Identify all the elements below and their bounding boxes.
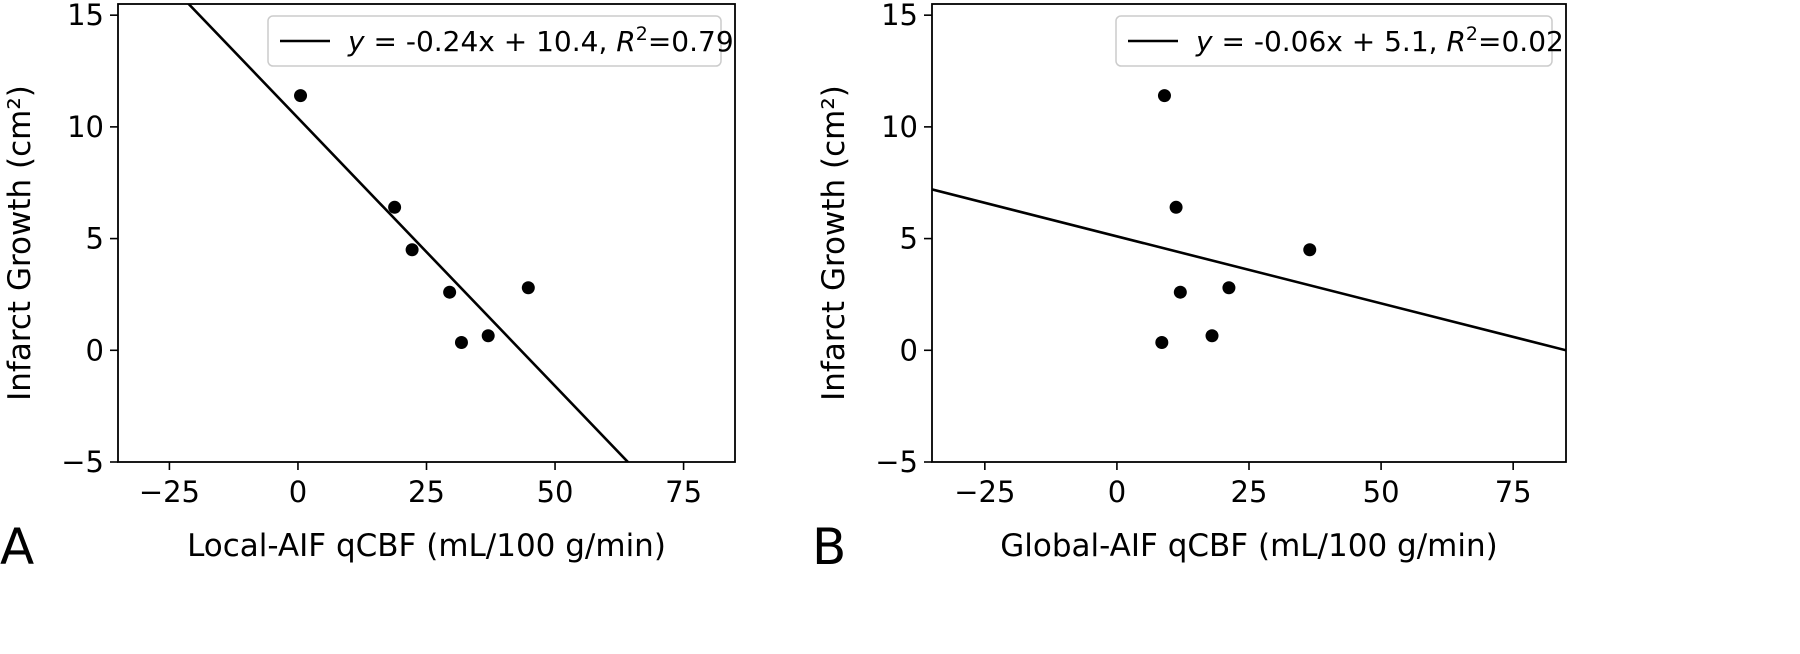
plot-frame — [931, 3, 1567, 463]
data-point — [1155, 335, 1169, 349]
fit-line — [186, 4, 630, 462]
y-tick-label: 5 — [900, 222, 918, 256]
plot-frame — [117, 3, 736, 463]
legend-r-symbol: R — [1446, 25, 1465, 58]
y-axis-label: Infarct Growth (cm²) — [816, 85, 852, 401]
y-tick-label: 10 — [881, 110, 918, 144]
y-tick-label: 5 — [86, 222, 104, 256]
legend-r2-superscript: 2 — [636, 23, 648, 45]
y-tick-label: 10 — [67, 110, 104, 144]
legend-box — [1115, 15, 1553, 67]
y-tick-label: 15 — [67, 0, 104, 32]
legend-box — [267, 15, 722, 67]
x-tick-label: 50 — [537, 475, 574, 509]
legend-r-symbol: R — [616, 25, 635, 58]
data-point — [1173, 285, 1187, 299]
y-tick-label: −5 — [61, 445, 104, 479]
x-tick-label: −25 — [139, 475, 200, 509]
legend-y-symbol: y — [347, 25, 365, 58]
legend-entry: y = -0.06x + 5.1, R2=0.02 — [1195, 23, 1564, 58]
data-point — [1205, 329, 1219, 343]
data-point — [481, 329, 495, 343]
x-tick-label: 0 — [289, 475, 307, 509]
legend: y = -0.06x + 5.1, R2=0.02 — [1115, 15, 1564, 67]
data-point — [1222, 281, 1236, 295]
data-point — [521, 281, 535, 295]
y-tick-label: 15 — [881, 0, 918, 32]
x-axis-label: Global-AIF qCBF (mL/100 g/min) — [1000, 528, 1497, 564]
legend-y-symbol: y — [1195, 25, 1213, 58]
legend-equation: = -0.24x + 10.4, — [365, 25, 617, 58]
x-tick-label: 75 — [1495, 475, 1532, 509]
y-tick-label: 0 — [900, 333, 918, 367]
x-tick-label: 25 — [1231, 475, 1268, 509]
y-axis-label: Infarct Growth (cm²) — [2, 85, 38, 401]
x-tick-label: 0 — [1108, 475, 1126, 509]
data-point — [454, 335, 468, 349]
data-point — [388, 200, 402, 214]
legend-r2-superscript: 2 — [1466, 23, 1478, 45]
data-point — [405, 243, 419, 257]
panel-letter: A — [0, 518, 34, 576]
legend-r2-value: =0.79 — [648, 25, 734, 58]
legend-entry: y = -0.24x + 10.4, R2=0.79 — [347, 23, 734, 58]
panel-letter: B — [812, 518, 846, 576]
data-point — [294, 89, 308, 103]
x-axis-label: Local-AIF qCBF (mL/100 g/min) — [187, 528, 666, 564]
x-tick-label: 25 — [408, 475, 445, 509]
fit-line — [932, 188, 1566, 352]
legend-r2-value: =0.02 — [1478, 25, 1564, 58]
y-tick-label: 0 — [86, 333, 104, 367]
x-tick-label: −25 — [954, 475, 1015, 509]
panel-b: −25 0 25 50 75 −5 0 5 10 15 Global-AIF qCBF (mL/10… — [812, 0, 1567, 576]
legend: y = -0.24x + 10.4, R2=0.79 — [267, 15, 734, 67]
data-point — [1157, 89, 1171, 103]
panel-a: −25 0 25 50 75 −5 0 5 10 15 Local-AIF qCBF (mL/100… — [0, 0, 736, 576]
y-tick-label: −5 — [875, 445, 918, 479]
data-point — [1169, 200, 1183, 214]
x-tick-label: 50 — [1363, 475, 1400, 509]
data-point — [443, 285, 457, 299]
legend-equation: = -0.06x + 5.1, — [1213, 25, 1447, 58]
data-point — [1303, 243, 1317, 257]
x-tick-label: 75 — [665, 475, 702, 509]
